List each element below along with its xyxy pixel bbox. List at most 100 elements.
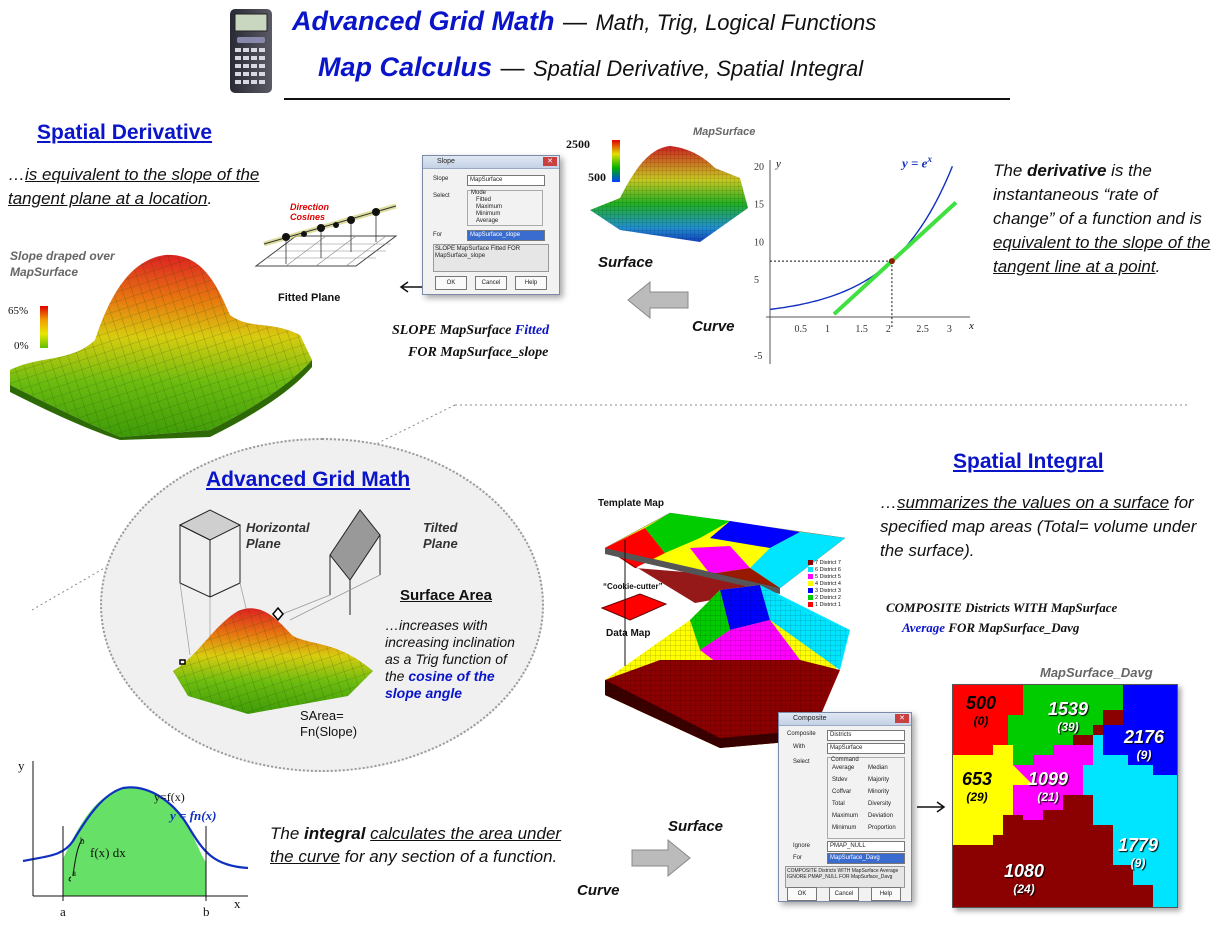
slope-legend-max: 65% bbox=[8, 305, 29, 317]
ignore-label: Ignore bbox=[793, 843, 811, 849]
district-legend-label: 4 District 4 bbox=[815, 581, 841, 587]
mapsurface-image bbox=[590, 138, 750, 250]
opt-proportion[interactable]: Proportion bbox=[868, 825, 896, 831]
opt-majority[interactable]: Majority bbox=[868, 777, 890, 783]
header-subtitle-2: Spatial Derivative, Spatial Integral bbox=[532, 56, 864, 81]
opt-deviation[interactable]: Deviation bbox=[868, 813, 894, 819]
slope-dialog-cancel-button[interactable]: Cancel bbox=[475, 276, 507, 290]
header-line-1: Advanced Grid Math — Math, Trig, Logical… bbox=[292, 6, 876, 37]
opt-maximum[interactable]: Maximum bbox=[832, 813, 859, 819]
district-legend-label: 3 District 3 bbox=[815, 588, 841, 594]
opt-average[interactable]: Average bbox=[832, 765, 855, 771]
integral-explanation: The integral calculates the area under t… bbox=[270, 824, 562, 866]
slope-dialog-command-text: SLOPE MapSurface Fitted FOR MapSurface_s… bbox=[433, 244, 549, 272]
exp-x-tick: 1 bbox=[825, 324, 830, 335]
slope-dialog-titlebar: Slope ✕ bbox=[423, 156, 559, 169]
exp-y-tick: 15 bbox=[754, 200, 764, 211]
fitted-plane-label: Fitted Plane bbox=[278, 292, 341, 304]
spatial-integral-title: Spatial Integral bbox=[953, 450, 1104, 473]
district-legend-label: 2 District 2 bbox=[815, 595, 841, 601]
slope-dialog-slope-select[interactable]: MapSurface bbox=[467, 175, 545, 186]
composite-command-text: COMPOSITE Districts WITH MapSurface Aver… bbox=[785, 866, 905, 888]
mapsurface-label: MapSurface bbox=[693, 126, 756, 138]
slope-legend-bar bbox=[40, 306, 48, 348]
slope-mode-radio-minimum[interactable]: Minimum bbox=[476, 211, 501, 217]
integral-upper-label: b bbox=[80, 836, 85, 846]
integral-expression: f(x) dx bbox=[90, 845, 126, 860]
calculator-icon bbox=[228, 8, 274, 94]
opt-minimum[interactable]: Minimum bbox=[832, 825, 857, 831]
mapsurface-scale-bar bbox=[612, 140, 620, 182]
opt-stdev[interactable]: Stdev bbox=[832, 777, 848, 783]
header-title-1: Advanced Grid Math bbox=[292, 6, 555, 36]
integral-lower-label: a bbox=[72, 868, 76, 878]
result-value-yellow: 653 (29) bbox=[961, 769, 993, 804]
composite-label: Composite bbox=[787, 731, 816, 737]
integral-y-label: y bbox=[18, 758, 25, 773]
composite-ok-button[interactable]: OK bbox=[787, 887, 817, 901]
opt-coffvar[interactable]: Coffvar bbox=[832, 789, 852, 795]
exp-x-tick: 1.5 bbox=[855, 324, 868, 335]
mapsurface-scale-min: 500 bbox=[588, 170, 606, 184]
data-map-image bbox=[600, 580, 860, 750]
district-swatch bbox=[808, 567, 813, 573]
composite-command: COMPOSITE Districts WITH MapSurface Aver… bbox=[886, 600, 1118, 635]
integral-a-label: a bbox=[60, 904, 66, 919]
ignore-select[interactable]: PMAP_NULL bbox=[827, 841, 905, 852]
for-field[interactable]: MapSurface_Davg bbox=[827, 853, 905, 864]
with-select[interactable]: MapSurface bbox=[827, 743, 905, 754]
district-legend-label: 6 District 6 bbox=[815, 567, 841, 573]
slope-mode-radio-fitted[interactable]: Fitted bbox=[476, 197, 492, 203]
sarea-formula: SArea= Fn(Slope) bbox=[300, 708, 358, 739]
composite-dialog-titlebar: Composite ✕ bbox=[779, 713, 911, 726]
opt-minority[interactable]: Minority bbox=[868, 789, 890, 795]
slope-dialog-slope-label: Slope bbox=[433, 176, 449, 182]
composite-select[interactable]: Districts bbox=[827, 730, 905, 741]
slope-dialog-for-label: For bbox=[433, 232, 442, 238]
fitted-plane-diagram bbox=[246, 196, 416, 284]
exp-y-tick: 5 bbox=[754, 275, 759, 286]
exp-x-tick: 2.5 bbox=[916, 324, 929, 335]
slope-dialog-close-icon[interactable]: ✕ bbox=[543, 157, 557, 166]
opt-diversity[interactable]: Diversity bbox=[868, 801, 892, 807]
result-value-green: 1539 (39) bbox=[1047, 699, 1089, 734]
exp-graph-y-axis-label: y bbox=[776, 158, 781, 170]
opt-total[interactable]: Total bbox=[832, 801, 845, 807]
command-group-label: Command bbox=[831, 757, 859, 763]
result-map-title: MapSurface_Davg bbox=[1040, 665, 1153, 680]
opt-median[interactable]: Median bbox=[868, 765, 888, 771]
integral-x-label: x bbox=[234, 896, 241, 911]
horizontal-plane-label: Horizontal Plane bbox=[246, 520, 310, 551]
result-map: 500 (0) 1539 (39) 2176 (9) 653 (29) 1099 (21)… bbox=[952, 684, 1178, 908]
slope-dialog-help-button[interactable]: Help bbox=[515, 276, 547, 290]
district-swatch bbox=[808, 588, 813, 594]
district-swatch bbox=[808, 560, 813, 566]
composite-cancel-button[interactable]: Cancel bbox=[829, 887, 859, 901]
slope-mode-radio-maximum[interactable]: Maximum bbox=[476, 204, 503, 210]
derivative-explanation: The derivative is the instantaneous “rat… bbox=[993, 161, 1211, 276]
tilted-plane-label: Tilted Plane bbox=[423, 520, 458, 551]
template-map-image bbox=[600, 508, 850, 618]
exp-y-tick: 10 bbox=[754, 237, 764, 248]
tangent-line bbox=[832, 200, 958, 316]
integral-area bbox=[63, 787, 206, 896]
header-dash-2: — bbox=[500, 55, 525, 82]
integral-curve bbox=[22, 786, 249, 870]
header-dash-1: — bbox=[563, 9, 587, 36]
curve-label-top: Curve bbox=[692, 318, 735, 335]
tangent-point bbox=[888, 258, 895, 265]
exp-x-tick: 3 bbox=[947, 324, 952, 335]
composite-dialog-close-icon[interactable]: ✕ bbox=[895, 714, 909, 723]
result-value-maroon: 1080 (24) bbox=[1003, 861, 1045, 896]
exp-y-tick: 20 bbox=[754, 162, 764, 173]
district-legend-item: 7 District 7 bbox=[808, 560, 868, 567]
composite-help-button[interactable]: Help bbox=[871, 887, 901, 901]
slope-dialog-select-label: Select bbox=[433, 193, 450, 199]
header-line-2: Map Calculus — Spatial Derivative, Spati… bbox=[318, 52, 863, 83]
slope-mode-radio-average[interactable]: Average bbox=[476, 218, 499, 224]
slope-dialog-ok-button[interactable]: OK bbox=[435, 276, 467, 290]
with-label: With bbox=[793, 744, 805, 750]
integral-graph bbox=[8, 756, 260, 918]
slope-dialog-for-field[interactable]: MapSurface_slope bbox=[467, 230, 545, 241]
